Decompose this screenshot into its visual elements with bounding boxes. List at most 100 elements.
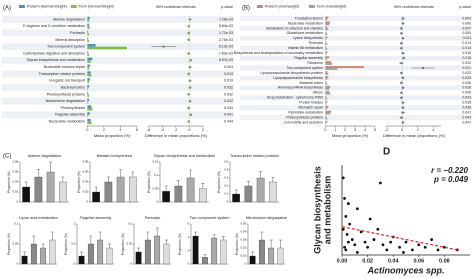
category-label: Flagellar assembly: [55, 113, 85, 117]
x-tick-label: 1: [334, 128, 336, 132]
row-shade: [240, 16, 472, 21]
x-tick-label: 2: [202, 128, 204, 132]
bar: [325, 56, 330, 59]
scatter-point: [404, 240, 408, 244]
row-shade: [240, 35, 472, 41]
bar: [325, 63, 333, 65]
bar: [129, 176, 137, 203]
y-axis-label: Proportion (%): [77, 171, 81, 193]
bar: [87, 80, 89, 84]
bar: [22, 186, 30, 203]
panel-label: (A): [3, 6, 11, 12]
y-tick-label: 0.1: [224, 192, 228, 196]
bar: [325, 100, 328, 103]
legend-label: Preterm (Overweight): [265, 4, 299, 8]
p-value: 0.007: [462, 26, 471, 30]
category-label: Vitamin B6 metabolism: [288, 46, 323, 50]
category-label: Ribosome: [307, 61, 323, 65]
y-axis-label: Proportion (%): [7, 233, 11, 255]
diff-point: [400, 116, 403, 119]
bar: [87, 46, 127, 50]
p-value: 0.009: [462, 31, 471, 35]
bar: [325, 85, 331, 88]
bar: [34, 176, 43, 203]
category-label: Biosynthesis and biodegradation of secon…: [234, 51, 324, 55]
diff-point: [401, 86, 405, 90]
category-label: Two-component system: [47, 45, 85, 49]
bar: [154, 235, 161, 265]
p-value: 0.021: [462, 66, 471, 70]
bar: [325, 51, 328, 54]
bar: [325, 26, 328, 29]
y-tick-label: 0: [156, 200, 158, 204]
bar: [87, 73, 92, 77]
bar: [87, 112, 90, 115]
diff-point: [400, 32, 403, 35]
legend-swatch: [70, 5, 77, 8]
p-value: 0.003: [224, 65, 233, 69]
p-value: 0.023: [462, 71, 471, 75]
legend-label: Term (Overweight): [317, 4, 347, 8]
scatter-point: [368, 217, 372, 221]
y-axis-label: Glycan biosynthesis: [312, 166, 322, 254]
category-label: Glutathione metabolism: [287, 31, 323, 35]
bar: [325, 81, 327, 83]
pvalue-title: p-value: [221, 5, 233, 9]
bar: [87, 30, 89, 34]
diff-point: [400, 71, 403, 75]
bar: [325, 110, 332, 113]
category-label: Lipopolysaccharide biosynthesis proteins: [260, 71, 323, 75]
bar: [258, 239, 265, 265]
y-tick-label: 0.04: [13, 180, 19, 184]
y-axis-label: Proportion (%): [178, 233, 182, 255]
category-label: Flagellar assembly: [294, 56, 323, 60]
diff-point: [401, 22, 405, 25]
bar: [87, 87, 89, 91]
bar: [325, 53, 327, 56]
x-tick-label: 2: [417, 128, 419, 132]
legend-swatch: [18, 5, 25, 8]
scatter-point: [363, 240, 367, 244]
row-shade: [240, 95, 472, 101]
x-tick-label: 4: [119, 128, 121, 132]
y-tick-label: 0: [16, 200, 18, 204]
p-value: 0.032: [224, 99, 233, 103]
bar: [269, 181, 277, 203]
panel-label: D: [383, 147, 390, 158]
category-label: Cell motility and secretion: [284, 120, 323, 124]
scatter-point: [343, 197, 346, 200]
bar: [325, 41, 327, 44]
y-axis-label: Proportion (%): [147, 171, 151, 193]
y-tick-label: 0.1: [14, 222, 18, 226]
chart-title: Flagellar assembly: [80, 216, 112, 220]
x-axis-label: Mean proportion (%): [332, 133, 369, 138]
y-tick-label: 0.08: [13, 160, 19, 164]
scatter-point: [398, 245, 401, 249]
legend-swatch: [308, 5, 315, 8]
annotation: r = −0.220: [431, 166, 468, 175]
bar: [192, 235, 199, 265]
pvalue-title: p-value: [459, 5, 471, 9]
x-tick-label: 0.00: [337, 258, 348, 264]
p-value: 0.047: [462, 120, 471, 124]
y-tick-label: 0.5: [224, 160, 228, 164]
y-tick-label: 0: [130, 262, 132, 266]
category-label: Nucleotide metabolism: [49, 120, 85, 124]
bar: [49, 239, 56, 265]
p-value: 0.032: [224, 85, 233, 89]
row-shade: [2, 56, 234, 64]
bar: [87, 16, 90, 20]
p-value: 0.020: [462, 61, 471, 65]
p-value: 8.84e-03: [219, 24, 233, 28]
y-tick-label: 0.3: [224, 176, 228, 180]
diff-point: [401, 76, 405, 80]
bar: [106, 247, 113, 265]
x-tick-label: -4: [161, 128, 164, 132]
y-tick-label: 0: [73, 262, 75, 266]
category-label: Mismatch repair: [298, 106, 323, 110]
bar: [87, 243, 94, 265]
diff-point: [401, 51, 405, 55]
category-label: Others: [313, 91, 324, 95]
x-tick-label: 5: [374, 128, 376, 132]
y-tick-label: 0.2: [224, 184, 228, 188]
